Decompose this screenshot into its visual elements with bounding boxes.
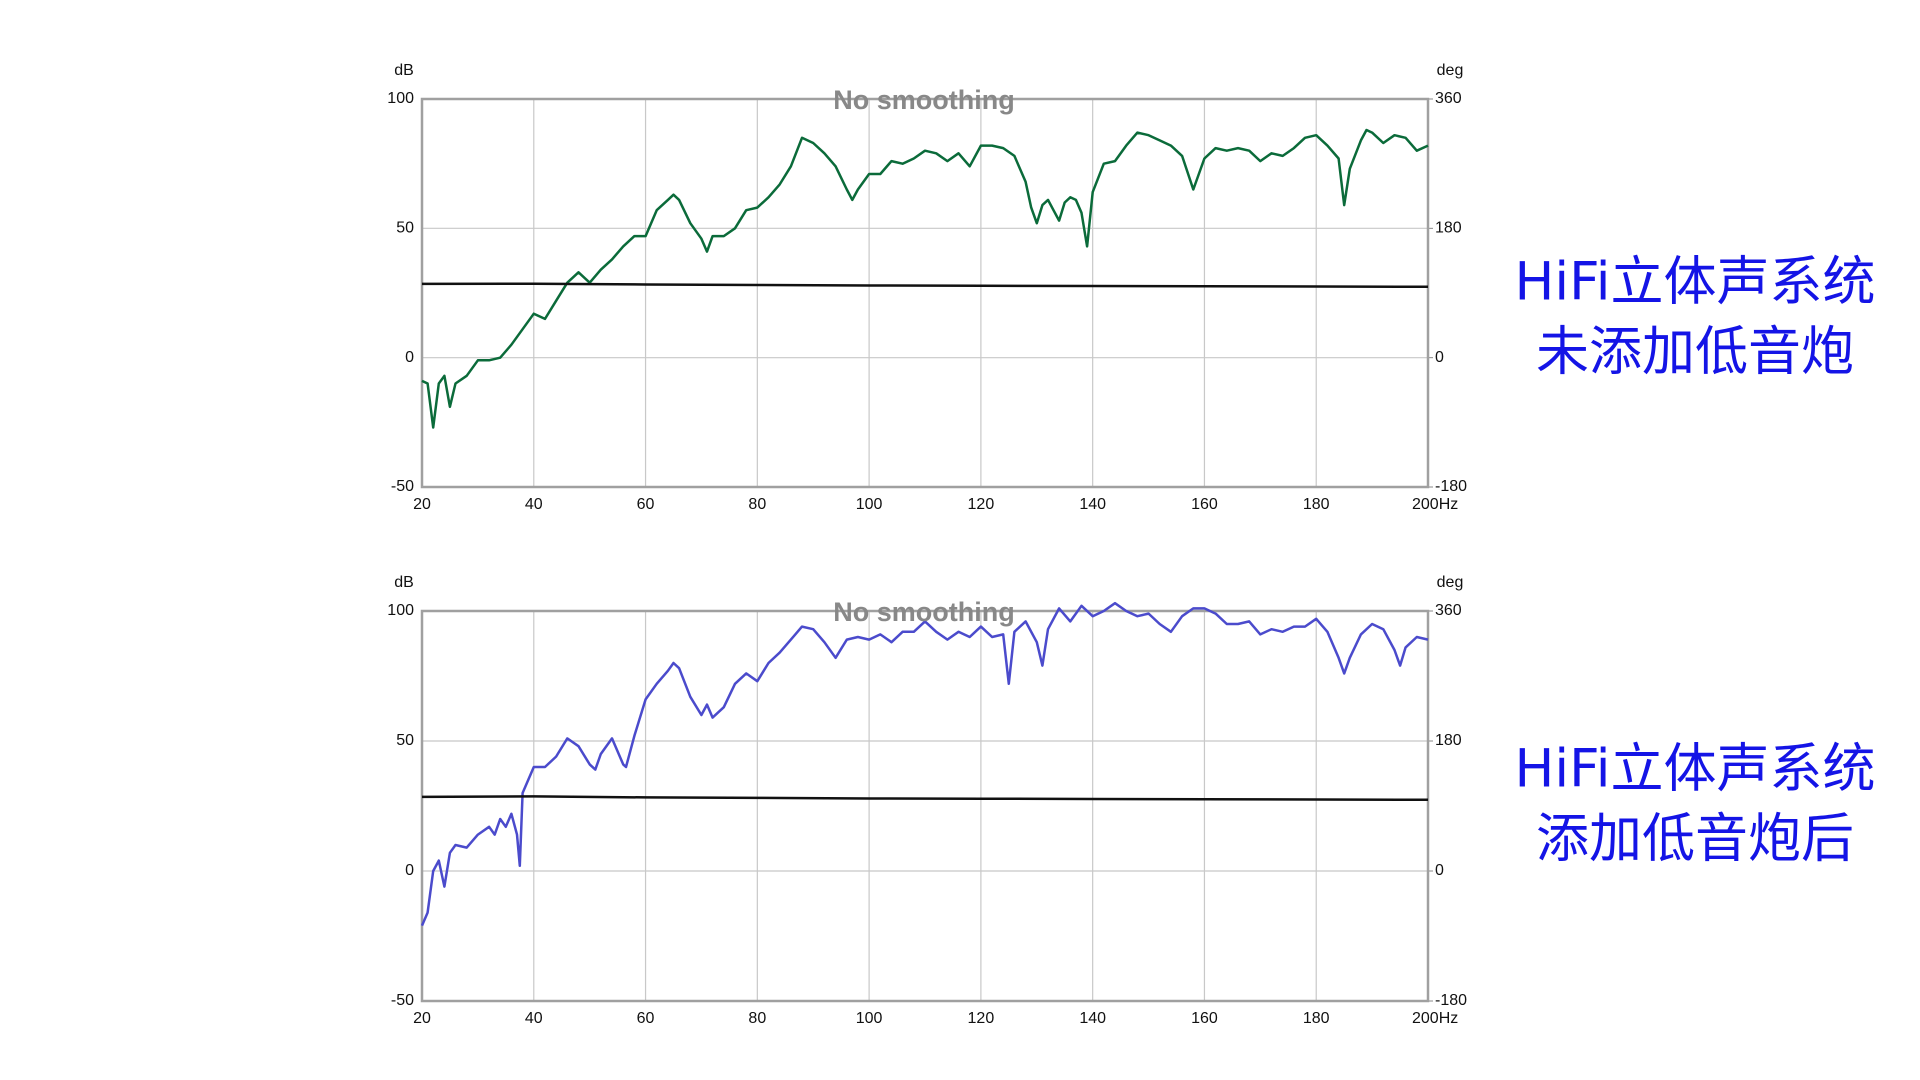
x-tick-label: 40 <box>525 496 543 513</box>
x-tick-label: 140 <box>1079 496 1106 513</box>
annotation: No smoothing <box>833 597 1014 627</box>
x-tick-label: 80 <box>748 496 766 513</box>
x-tick-label: 100 <box>856 1010 883 1027</box>
y2-tick-label: 180 <box>1435 732 1462 749</box>
y-tick-label: 50 <box>396 732 414 749</box>
x-tick-label: 180 <box>1303 1010 1330 1027</box>
y2-tick-label: -180 <box>1435 478 1467 495</box>
x-tick-label: 60 <box>637 1010 655 1027</box>
x-tick-label: 20 <box>413 496 431 513</box>
data-line <box>421 128 1429 429</box>
y-axis-label: dB <box>394 574 414 591</box>
side-label: 添加低音炮后 <box>1536 809 1854 870</box>
y-tick-label: 100 <box>387 602 414 619</box>
y2-tick-label: 0 <box>1435 349 1444 366</box>
y-axis-label: dB <box>394 62 414 79</box>
x-tick-label: 160 <box>1191 496 1218 513</box>
x-tick-label: 120 <box>968 496 995 513</box>
x-tick-label: 140 <box>1079 1010 1106 1027</box>
x-tick-label: 200Hz <box>1412 496 1458 513</box>
x-tick-label: 180 <box>1303 496 1330 513</box>
data-line <box>421 282 1429 289</box>
y2-tick-label: 360 <box>1435 602 1462 619</box>
y2-axis-label: deg <box>1437 574 1464 591</box>
data-line <box>421 795 1429 802</box>
y-tick-label: 50 <box>396 220 414 237</box>
y2-tick-label: -180 <box>1435 992 1467 1009</box>
x-tick-label: 100 <box>856 496 883 513</box>
y-tick-label: 100 <box>387 90 414 107</box>
plot-border <box>420 609 1430 1003</box>
side-label: 未添加低音炮 <box>1536 322 1854 383</box>
y-tick-label: -50 <box>391 478 414 495</box>
side-label: HiFi立体声系统 <box>1515 252 1876 313</box>
data-line <box>420 601 1429 927</box>
side-label: HiFi立体声系统 <box>1515 739 1876 800</box>
y2-tick-label: 360 <box>1435 90 1462 107</box>
x-tick-label: 200Hz <box>1412 1010 1458 1027</box>
y-tick-label: -50 <box>391 992 414 1009</box>
plot-border <box>420 97 1430 489</box>
x-tick-label: 60 <box>637 496 655 513</box>
plot-area <box>422 99 1428 487</box>
x-tick-label: 80 <box>748 1010 766 1027</box>
y-tick-label: 0 <box>405 349 414 366</box>
plot-area <box>422 611 1428 1001</box>
y2-tick-label: 180 <box>1435 220 1462 237</box>
x-tick-label: 160 <box>1191 1010 1218 1027</box>
y2-axis-label: deg <box>1437 62 1464 79</box>
x-tick-label: 120 <box>968 1010 995 1027</box>
x-tick-label: 40 <box>525 1010 543 1027</box>
annotation: No smoothing <box>833 85 1014 115</box>
y2-tick-label: 0 <box>1435 862 1444 879</box>
x-tick-label: 20 <box>413 1010 431 1027</box>
y-tick-label: 0 <box>405 862 414 879</box>
